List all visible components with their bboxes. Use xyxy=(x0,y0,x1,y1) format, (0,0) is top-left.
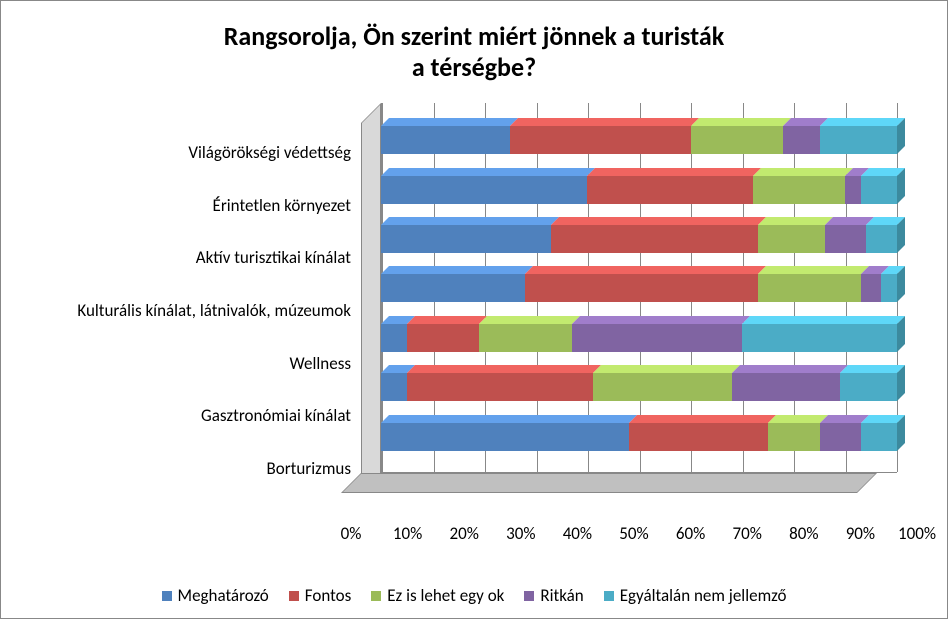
legend-label: Meghatározó xyxy=(178,585,269,606)
bar-segment xyxy=(629,423,768,451)
bar-segment xyxy=(381,176,587,204)
x-tick-label: 90% xyxy=(846,523,875,544)
legend-item: Meghatározó xyxy=(162,585,269,606)
plot-area xyxy=(361,103,897,503)
bar-segment xyxy=(381,274,525,302)
chart-title: Rangsorolja, Ön szerint miért jönnek a t… xyxy=(21,21,927,83)
bar-row xyxy=(381,225,897,253)
legend-item: Ritkán xyxy=(524,585,583,606)
x-tick-label: 80% xyxy=(789,523,818,544)
bar-row xyxy=(381,126,897,154)
bar-segment xyxy=(861,176,897,204)
y-axis-labels: Világörökségi védettség Érintetlen környe… xyxy=(31,103,361,503)
bar-segment xyxy=(783,126,819,154)
legend-swatch xyxy=(162,591,172,601)
legend-label: Fontos xyxy=(305,585,351,606)
bar-segment xyxy=(381,225,551,253)
bar-segment xyxy=(479,324,572,352)
plot-3d xyxy=(361,103,897,503)
bar-segment xyxy=(407,324,479,352)
chart-title-line2: a térségbe? xyxy=(21,52,927,83)
legend: Meghatározó Fontos Ez is lehet egy ok Ritká… xyxy=(21,585,927,606)
x-tick-label: 40% xyxy=(563,523,592,544)
x-tick-label: 30% xyxy=(506,523,535,544)
x-axis: 0%10%20%30%40%50%60%70%80%90%100% xyxy=(351,523,917,548)
x-tick-label: 20% xyxy=(449,523,478,544)
bar-segment xyxy=(407,373,593,401)
bar-segment xyxy=(866,225,897,253)
bar-segment xyxy=(551,225,757,253)
legend-swatch xyxy=(524,591,534,601)
bar-segment xyxy=(525,274,757,302)
y-label: Wellness xyxy=(31,355,361,374)
legend-label: Ritkán xyxy=(540,585,583,606)
floor xyxy=(341,473,877,493)
y-label: Kulturális kínálat, látnivalók, múzeumok xyxy=(31,302,361,321)
legend-item: Ez is lehet egy ok xyxy=(371,585,504,606)
bar-segment xyxy=(572,324,742,352)
bar-segment xyxy=(381,423,629,451)
bar-row xyxy=(381,176,897,204)
bar-segment xyxy=(820,423,861,451)
legend-item: Egyáltalán nem jellemző xyxy=(604,585,787,606)
x-tick-label: 0% xyxy=(341,523,362,544)
bar-segment xyxy=(845,176,860,204)
legend-item: Fontos xyxy=(289,585,351,606)
bar-row xyxy=(381,373,897,401)
y-label: Érintetlen környezet xyxy=(31,197,361,216)
x-tick-label: 60% xyxy=(676,523,705,544)
x-tick-label: 50% xyxy=(619,523,648,544)
bar-segment xyxy=(861,274,882,302)
y-label: Borturizmus xyxy=(31,460,361,479)
bar-segment xyxy=(510,126,691,154)
y-label: Világörökségi védettség xyxy=(31,144,361,163)
bar-segment xyxy=(753,176,846,204)
bar-row xyxy=(381,274,897,302)
bar-segment xyxy=(881,274,896,302)
chart-container: Rangsorolja, Ön szerint miért jönnek a t… xyxy=(0,0,948,619)
legend-swatch xyxy=(289,591,299,601)
bars-area xyxy=(381,115,897,461)
bar-row xyxy=(381,324,897,352)
bar-segment xyxy=(381,373,407,401)
bar-row xyxy=(381,423,897,451)
legend-label: Egyáltalán nem jellemző xyxy=(620,585,787,606)
bar-segment xyxy=(825,225,866,253)
x-tick-label: 10% xyxy=(393,523,422,544)
bar-segment xyxy=(742,324,897,352)
bar-segment xyxy=(732,373,840,401)
y-label: Aktív turisztikai kínálat xyxy=(31,249,361,268)
legend-swatch xyxy=(371,591,381,601)
bar-segment xyxy=(593,373,732,401)
chart-title-line1: Rangsorolja, Ön szerint miért jönnek a t… xyxy=(21,21,927,52)
bar-segment xyxy=(861,423,897,451)
bar-segment xyxy=(768,423,820,451)
bar-segment xyxy=(758,225,825,253)
legend-label: Ez is lehet egy ok xyxy=(387,585,504,606)
bar-segment xyxy=(840,373,897,401)
plot-wrapper: Világörökségi védettség Érintetlen környe… xyxy=(31,103,897,503)
y-label: Gasztronómiai kínálat xyxy=(31,407,361,426)
x-tick-label: 100% xyxy=(898,523,936,544)
bar-segment xyxy=(820,126,897,154)
bar-segment xyxy=(691,126,784,154)
legend-swatch xyxy=(604,591,614,601)
bar-segment xyxy=(758,274,861,302)
bar-segment xyxy=(381,324,407,352)
x-tick-label: 70% xyxy=(732,523,761,544)
bar-segment xyxy=(381,126,510,154)
side-wall xyxy=(361,103,381,493)
bar-segment xyxy=(587,176,752,204)
